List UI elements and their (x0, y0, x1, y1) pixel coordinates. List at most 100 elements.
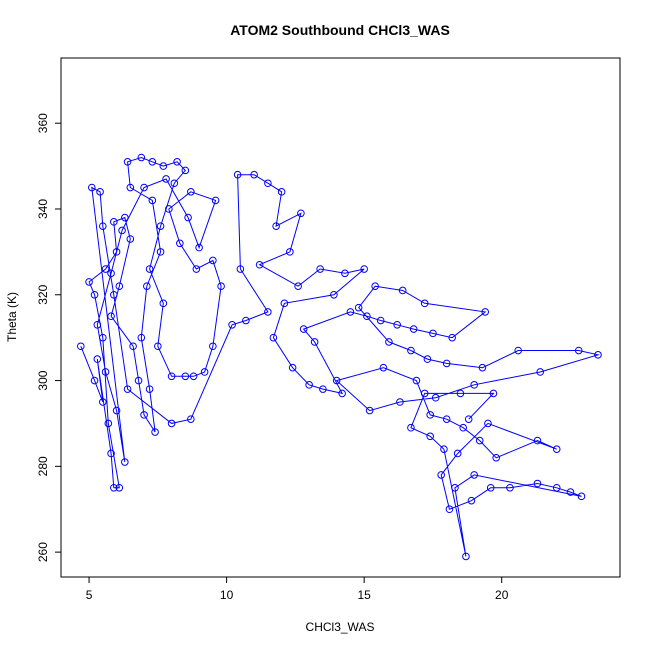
y-axis-label: Theta (K) (5, 292, 19, 342)
data-point (420, 299, 429, 308)
y-tick-label: 260 (36, 542, 50, 562)
data-point (107, 312, 115, 321)
x-tick-label: 10 (220, 588, 234, 602)
data-point (407, 346, 415, 355)
data-point (299, 325, 308, 333)
data-point (189, 372, 198, 381)
data-point (437, 471, 445, 479)
data-point (154, 342, 162, 351)
data-point (459, 423, 467, 432)
data-point (228, 320, 236, 329)
y-tick-label: 320 (36, 284, 50, 304)
data-point (250, 170, 258, 179)
data-point (209, 256, 217, 265)
data-point (379, 363, 388, 372)
data-point (594, 351, 602, 359)
data-point (341, 269, 349, 278)
data-point (181, 166, 190, 175)
data-point (156, 248, 165, 256)
data-point (305, 381, 313, 389)
data-point (552, 483, 561, 492)
data-point (148, 158, 157, 166)
data-point (330, 290, 338, 299)
y-tick-label: 360 (36, 113, 50, 133)
data-point (151, 428, 159, 436)
data-point (269, 333, 278, 342)
data-point (107, 269, 115, 278)
data-point (536, 368, 545, 376)
data-point (398, 286, 407, 295)
data-point (462, 552, 470, 561)
data-point (167, 419, 176, 428)
x-tick-label: 15 (357, 588, 371, 602)
data-point (211, 196, 220, 205)
data-line (80, 156, 600, 557)
data-point (280, 299, 289, 308)
data-point (123, 385, 132, 393)
data-point (134, 376, 143, 385)
data-point (552, 445, 561, 453)
data-point (93, 320, 102, 329)
data-point (187, 415, 195, 423)
x-tick-label: 20 (495, 588, 509, 602)
data-point (159, 162, 168, 170)
data-point (420, 389, 429, 398)
data-point (156, 222, 165, 230)
data-point (110, 218, 118, 226)
data-point (319, 385, 327, 393)
data-point (365, 406, 374, 415)
data-point (90, 376, 99, 385)
data-point (533, 479, 542, 488)
data-point (277, 188, 286, 196)
data-point (143, 282, 151, 290)
data-point (118, 226, 126, 235)
data-point (445, 505, 454, 514)
data-point (453, 449, 462, 458)
data-point (93, 355, 102, 363)
data-point (264, 308, 272, 316)
data-point (533, 436, 542, 445)
data-point (431, 393, 440, 402)
data-point (467, 496, 476, 505)
data-point (316, 265, 324, 273)
data-point (475, 436, 484, 445)
data-point (85, 278, 93, 286)
data-point (426, 411, 434, 419)
data-point (272, 222, 280, 230)
data-point (121, 458, 129, 466)
data-point (489, 389, 498, 398)
data-point (112, 248, 121, 256)
data-point (129, 342, 137, 351)
x-tick-label: 5 (86, 588, 93, 602)
data-point (126, 235, 135, 243)
data-point (137, 333, 146, 342)
data-point (148, 196, 157, 205)
data-point (187, 188, 195, 196)
data-point (332, 376, 341, 385)
data-point (456, 389, 465, 398)
data-point (115, 483, 124, 492)
data-point (577, 492, 586, 501)
data-point (286, 248, 294, 256)
data-point (346, 308, 355, 316)
data-point (294, 282, 302, 290)
data-point (101, 368, 110, 376)
data-point (200, 368, 209, 376)
data-point (464, 415, 473, 423)
data-point (209, 342, 217, 351)
data-point (255, 260, 264, 269)
chart-title: ATOM2 Southbound CHCl3_WAS (230, 22, 450, 38)
data-point (99, 398, 107, 406)
data-point (242, 316, 250, 325)
data-point (363, 312, 371, 321)
data-point (88, 183, 96, 192)
data-point (407, 423, 415, 432)
data-point (486, 483, 495, 492)
data-point (393, 320, 401, 329)
data-point (574, 346, 583, 355)
data-point (167, 372, 176, 381)
data-point (442, 359, 451, 368)
data-point (99, 333, 107, 342)
data-point (170, 179, 179, 188)
data-point (165, 205, 173, 213)
